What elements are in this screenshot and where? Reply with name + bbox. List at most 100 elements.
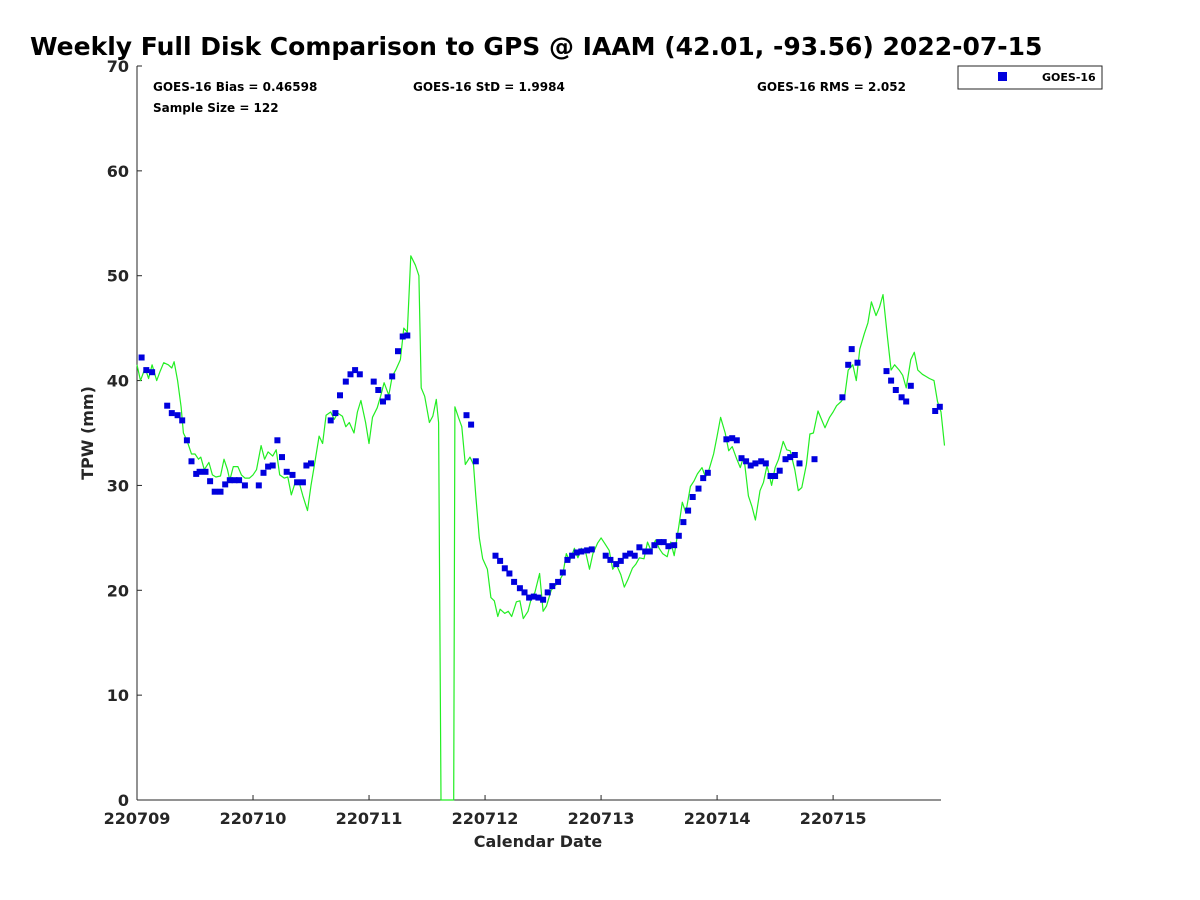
goes-16-point [468,421,475,428]
goes-16-point [839,394,846,401]
y-tick-label: 70 [107,57,129,76]
legend-marker-goes-16 [998,72,1007,81]
goes-16-point [530,593,537,600]
goes-16-point [627,550,634,557]
goes-16-point [787,454,794,461]
goes-16-point [255,482,262,489]
goes-16-point [607,556,614,563]
goes-16-point [179,417,186,424]
goes-16-point [196,468,203,475]
chart-axes [136,66,941,801]
goes-16-point [183,437,190,444]
goes-16-point [898,394,905,401]
goes-16-point [738,455,745,462]
goes-16-point [389,373,396,380]
goes-16-point [685,507,692,514]
goes-16-point [704,469,711,476]
std-stat: GOES-16 StD = 1.9984 [413,80,565,94]
goes-16-point [747,462,754,469]
goes-16-point [883,368,890,375]
goes-16-point [854,359,861,366]
x-tick-label: 220712 [452,809,519,828]
goes-16-point [463,412,470,419]
goes-16-point [622,552,629,559]
sample-size-stat: Sample Size = 122 [153,101,279,115]
goes-16-point [501,565,508,572]
goes-16-point [337,392,343,399]
goes-16-point [588,546,595,553]
x-ticks: 220709 220710 220711 220712 220713 220714 2207… [104,795,867,828]
goes-16-point [404,332,411,339]
goes-16-point [892,387,899,393]
goes-16-point [511,578,518,585]
goes-16-point [646,548,653,555]
goes-16-point [526,594,533,601]
y-ticks: 0 10 20 30 40 50 60 70 [107,57,142,810]
goes-16-point [226,477,233,484]
x-tick-label: 220710 [220,809,287,828]
goes-16-point [492,552,499,559]
goes-16-point [578,548,585,555]
goes-16-point [299,479,306,486]
goes-16-point [636,544,643,551]
goes-16-point [700,475,707,482]
goes-16-point [642,548,649,555]
goes-16-point [143,367,150,374]
goes-16-point [384,394,391,401]
goes-16-point [723,436,730,443]
goes-16-point [332,410,339,417]
goes-16-point [211,488,218,495]
goes-16-point [260,469,267,476]
goes-16-point [241,482,248,489]
goes-16-point [327,417,334,424]
goes-16-point [743,458,750,465]
goes-16-point [168,410,175,417]
goes-16-point [549,583,556,590]
goes-16-point [274,437,281,444]
goes-16-point [782,456,789,463]
goes-16-point [762,460,769,467]
x-tick-label: 220709 [104,809,171,828]
goes-16-point [752,460,759,467]
goes-16-point [932,408,939,414]
goes-16-point [164,402,171,409]
goes-16-point [138,354,145,361]
goes-16-point [584,547,591,554]
goes-16-series [138,332,943,603]
goes-16-point [497,557,504,564]
goes-16-point [903,398,910,405]
bias-stat: GOES-16 Bias = 0.46598 [153,80,317,94]
x-tick-label: 220711 [336,809,403,828]
x-tick-label: 220714 [684,809,751,828]
goes-16-point [380,398,386,405]
goes-16-point [791,452,798,458]
goes-16-point [535,594,542,601]
goes-16-point [375,387,382,393]
goes-16-point [308,460,314,467]
goes-16-point [540,596,547,603]
legend-box [957,65,1103,90]
goes-16-point [767,473,774,479]
goes-16-point [231,477,238,484]
rms-stat: GOES-16 RMS = 2.052 [757,80,906,94]
goes-16-point [265,463,272,470]
goes-16-point [651,542,658,549]
x-tick-label: 220715 [800,809,867,828]
x-tick-label: 220713 [568,809,635,828]
goes-16-point [845,361,852,368]
y-tick-label: 20 [107,581,129,600]
goes-16-point [356,371,363,378]
goes-16-point [399,333,406,340]
goes-16-point [656,539,663,546]
goes-16-point [613,561,620,568]
y-axis-label: TPW (mm) [78,386,97,480]
y-tick-label: 30 [107,476,129,495]
goes-16-point [521,589,528,596]
y-tick-label: 50 [107,267,129,286]
goes-16-point [631,552,638,559]
goes-16-point [848,346,855,353]
goes-16-point [370,378,377,385]
goes-16-point [395,348,401,355]
goes-16-point [617,557,624,564]
